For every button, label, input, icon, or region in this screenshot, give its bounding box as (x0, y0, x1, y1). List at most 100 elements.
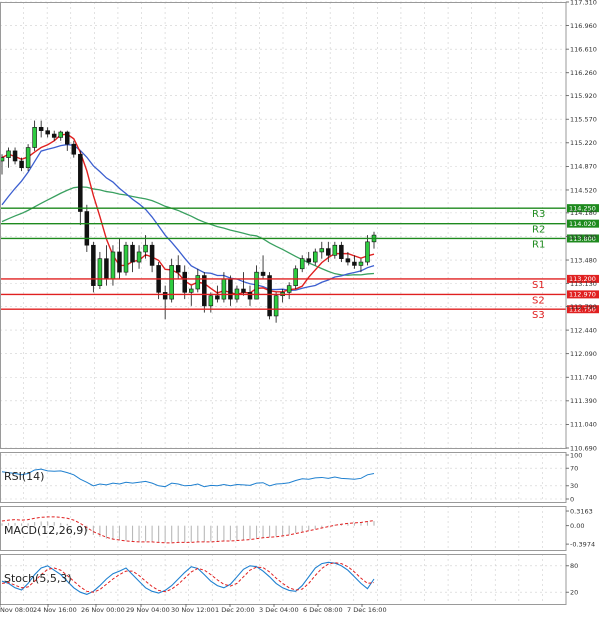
candle-body (175, 265, 181, 273)
level-value-s1: 113.200 (569, 275, 596, 283)
stoch-frame (0, 554, 567, 605)
ma-long-line (1, 186, 375, 276)
candle-body (12, 150, 18, 162)
stoch-label: Stoch(5,5,3) (4, 572, 72, 585)
price-tick-label: 114.180 (570, 209, 597, 217)
candle-body (306, 258, 311, 263)
candle-body (313, 251, 318, 263)
ma-slow-line (1, 143, 375, 291)
candle-body (189, 288, 194, 293)
candle-body (25, 147, 31, 169)
x-tick-label: 3 Dec 04:00 (259, 606, 299, 614)
x-tick-label: 24 Nov 16:00 (33, 606, 77, 614)
rsi-line (1, 468, 375, 488)
price-tick-label: 117.310 (570, 0, 597, 6)
x-tick-label: 7 Dec 16:00 (347, 606, 387, 614)
candle-body (136, 251, 142, 263)
candle-body (228, 278, 233, 300)
ma-fast-line (1, 133, 375, 296)
x-tick-label: 29 Nov 04:00 (126, 606, 170, 614)
price-tick-label: 112.790 (570, 303, 597, 311)
rsi-label: RSI(14) (4, 470, 44, 483)
candle-body (358, 261, 364, 266)
candle-body (32, 127, 37, 148)
candle-body (45, 130, 50, 135)
price-tick-label: 114.870 (570, 163, 597, 171)
level-badge-s2 (567, 290, 599, 299)
candle-body (273, 295, 279, 317)
level-badge-r2 (567, 219, 599, 228)
candle-body (130, 244, 135, 263)
candle-body (221, 278, 227, 300)
price-tick-label: 115.220 (570, 139, 597, 147)
candle-body (97, 258, 103, 286)
candle-body (286, 285, 292, 293)
level-name-s2: S2 (532, 295, 545, 306)
level-value-s3: 112.750 (569, 306, 596, 314)
candle-body (195, 275, 201, 290)
price-tick-label: 111.040 (570, 421, 597, 429)
candle-body (345, 258, 351, 263)
x-tick-label: 26 Nov 00:00 (81, 606, 125, 614)
price-tick-label: 115.570 (570, 116, 597, 124)
candle-body (326, 248, 331, 256)
rsi-tick-label: 0 (570, 495, 574, 503)
level-lines: R3 114.250 R2 114.020 R1 113.800 S1 113.200 S2 11… (0, 204, 599, 321)
price-tick-label: 116.610 (570, 45, 597, 53)
candle-body (182, 271, 187, 293)
candle-body (215, 295, 220, 300)
macd-tick-label: 0.00 (570, 522, 584, 530)
candle-body (51, 133, 57, 138)
price-tick-label: 113.830 (570, 233, 597, 241)
candle-body (38, 127, 44, 131)
level-badge-r1 (567, 234, 599, 243)
price-tick-label: 111.740 (570, 374, 597, 382)
candle-body (202, 275, 207, 307)
x-tick-label: 6 Dec 08:00 (303, 606, 343, 614)
candle-body (332, 244, 338, 256)
price-tick-label: 114.520 (570, 186, 597, 194)
price-tick-label: 116.960 (570, 22, 597, 30)
candle-body (104, 258, 109, 280)
candle-body (352, 261, 357, 266)
candle-body (241, 288, 246, 293)
indicator-panels: RSI(14) MACD(12,26,9) Stoch(5,5,3) (1, 468, 375, 595)
candle-body (91, 244, 96, 286)
candle-body (162, 292, 168, 300)
price-tick-label: 116.260 (570, 69, 597, 77)
price-tick-label: 112.440 (570, 326, 597, 334)
candle-body (117, 251, 122, 273)
x-tick-label: Nov 08:00 (0, 606, 33, 614)
macd-tick-label: 0.3163 (570, 507, 593, 515)
candle-body (365, 241, 370, 263)
price-tick-label: 115.920 (570, 92, 597, 100)
macd-signal-line (1, 516, 375, 544)
candle-body (110, 251, 116, 280)
stoch-signal-line (1, 562, 375, 593)
price-tick-label: 112.090 (570, 350, 597, 358)
candle-body (143, 244, 148, 253)
candle-body (267, 275, 272, 317)
level-name-s3: S3 (532, 310, 545, 321)
x-tick-label: 1 Dec 20:00 (215, 606, 255, 614)
price-panel (0, 120, 377, 323)
candle-body (123, 244, 129, 273)
candle-body (319, 248, 325, 253)
candle-body (169, 265, 174, 300)
price-tick-label: 113.480 (570, 256, 597, 264)
level-badge-s3 (567, 305, 599, 314)
x-tick-label: 30 Nov 12:00 (171, 606, 215, 614)
level-value-r3: 114.250 (569, 204, 596, 212)
candle-body (19, 160, 24, 169)
candle-body (78, 153, 83, 212)
candle-body (299, 258, 305, 270)
rsi-tick-label: 100 (570, 451, 582, 459)
candle-body (65, 131, 70, 145)
rsi-frame (0, 452, 567, 503)
price-tick-label: 113.130 (570, 280, 597, 288)
stoch-main-line (1, 561, 375, 595)
candle-body (260, 271, 266, 276)
price-tick-label: 111.390 (570, 397, 597, 405)
macd-tick-label: -0.3974 (570, 540, 595, 548)
